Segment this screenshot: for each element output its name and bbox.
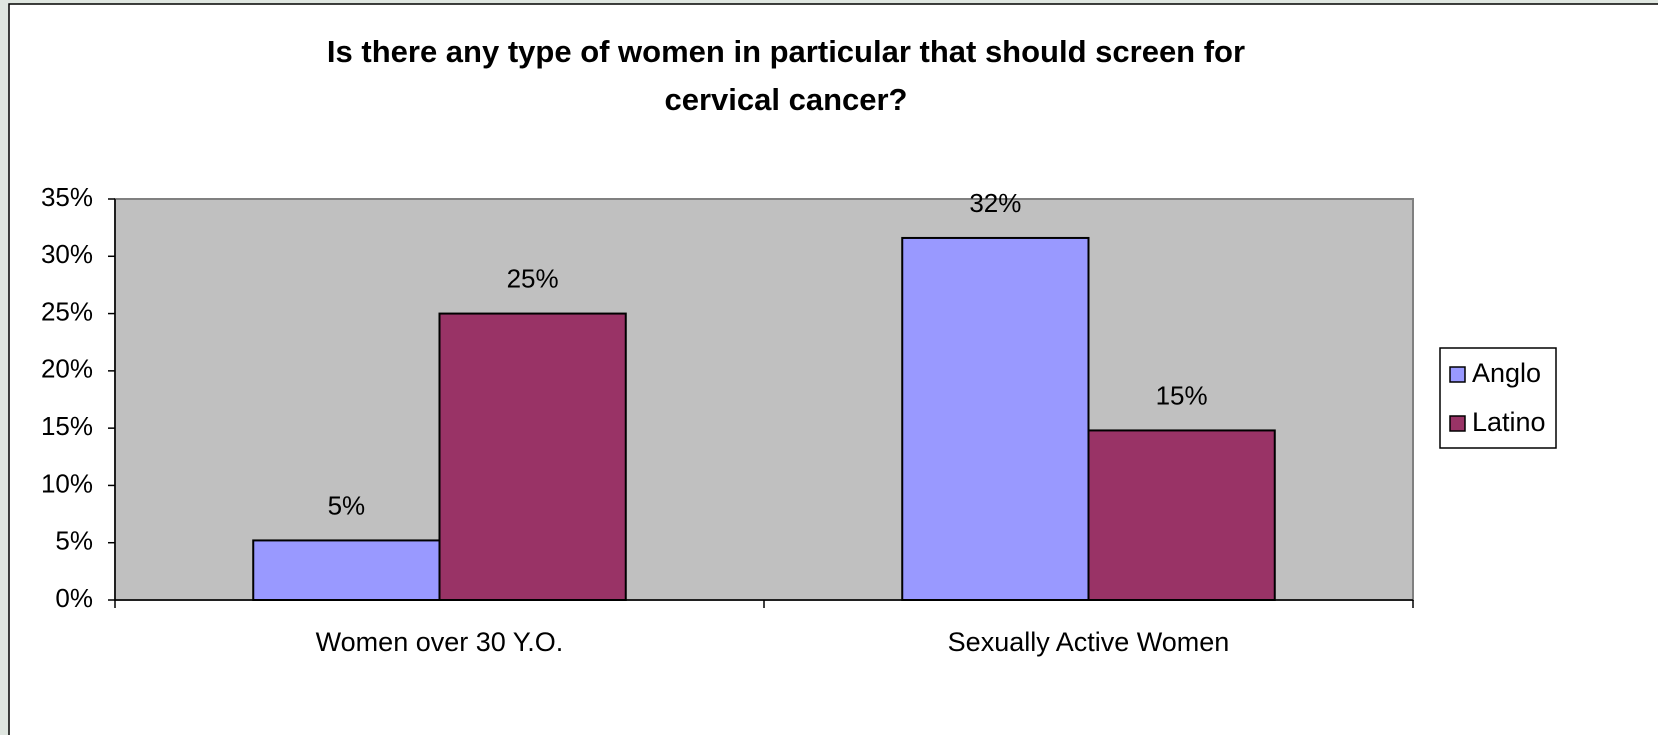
legend-label: Anglo [1472,358,1541,388]
chart-title: Is there any type of women in particular… [327,34,1245,69]
legend-swatch [1449,366,1466,383]
x-tick-label: Sexually Active Women [948,627,1230,657]
value-label: 15% [1156,380,1208,410]
y-tick-label: 15% [41,411,93,441]
value-label: 25% [507,263,559,293]
y-tick-label: 5% [55,526,93,556]
chart-title: cervical cancer? [664,82,907,117]
legend-label: Latino [1472,407,1546,437]
x-tick-label: Women over 30 Y.O. [316,627,564,657]
bar [1087,429,1276,602]
y-tick-label: 25% [41,296,93,326]
y-tick-label: 30% [41,239,93,269]
y-tick-label: 20% [41,354,93,384]
y-tick-label: 35% [41,182,93,212]
y-tick-label: 0% [55,583,93,613]
value-label: 32% [969,188,1021,218]
bar [252,539,441,601]
bar [438,312,627,601]
value-label: 5% [328,490,366,520]
legend-swatch [1449,415,1466,432]
bar [901,236,1090,601]
y-tick-label: 10% [41,468,93,498]
